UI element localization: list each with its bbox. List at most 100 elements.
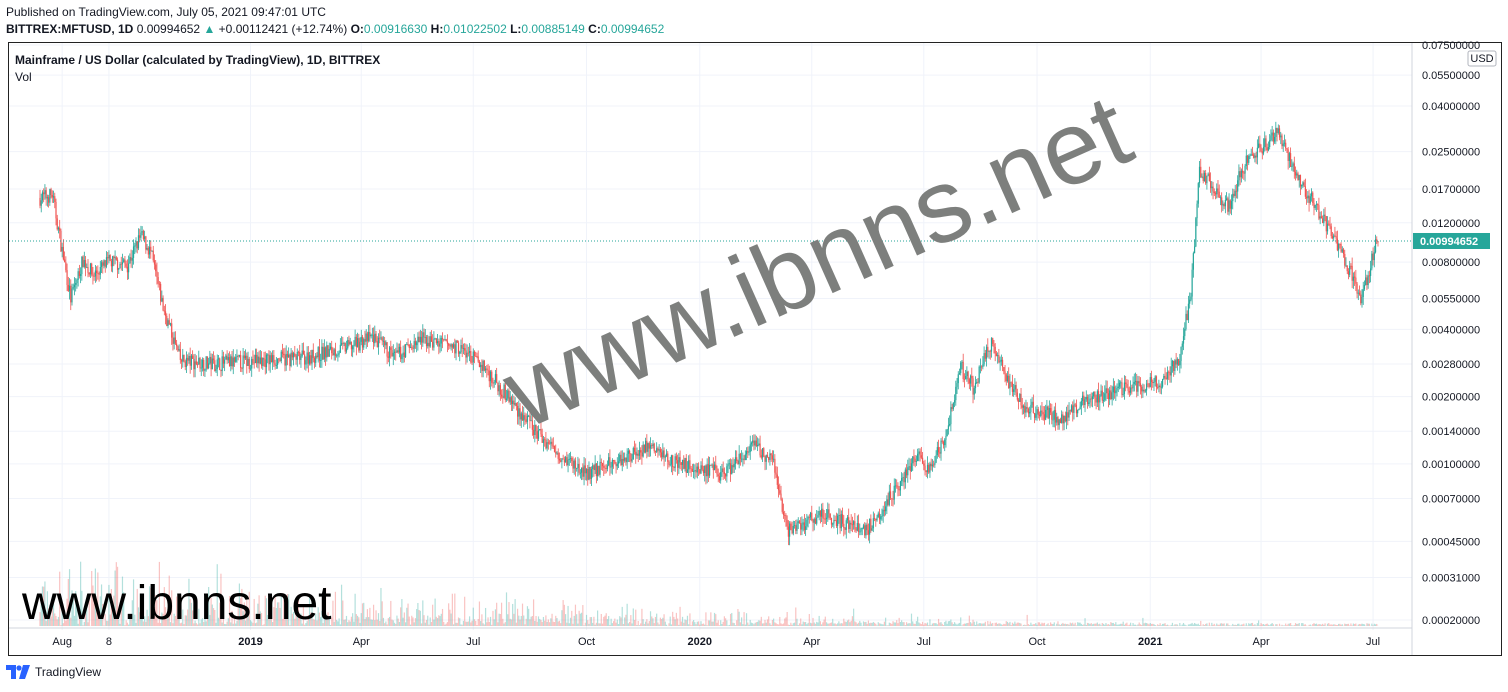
volume-bar <box>577 623 579 626</box>
candle-body <box>350 341 353 350</box>
volume-bar <box>345 615 348 626</box>
volume-bar <box>1225 623 1228 626</box>
volume-bar <box>62 623 64 626</box>
candle-body <box>673 467 675 468</box>
candle-body <box>647 443 649 452</box>
high-label: H: <box>430 22 444 36</box>
candle-body <box>1255 155 1257 158</box>
candle-body <box>1347 271 1350 275</box>
volume-bar <box>557 621 559 626</box>
volume-bar <box>832 618 834 626</box>
candle-body <box>962 361 964 379</box>
footer[interactable]: TradingView <box>6 665 101 679</box>
candle-body <box>1166 371 1169 379</box>
volume-bar <box>891 623 893 626</box>
chart-frame <box>8 42 1502 656</box>
candle-body <box>131 257 133 261</box>
candle-body <box>653 443 655 452</box>
candle-body <box>891 498 893 500</box>
candle-body <box>144 236 146 239</box>
volume-bar <box>1283 625 1286 626</box>
candle-body <box>163 310 165 312</box>
volume-bar <box>376 619 378 626</box>
volume-bar <box>174 615 177 626</box>
time-tick-label: Apr <box>1253 636 1270 648</box>
volume-bar <box>981 623 983 626</box>
volume-bar <box>955 623 957 626</box>
candle-body <box>81 256 83 275</box>
candle-body <box>720 472 722 481</box>
volume-bar <box>480 621 482 626</box>
candle-body <box>473 351 476 356</box>
volume-bar <box>918 622 920 626</box>
candle-body <box>608 457 610 466</box>
candle-body <box>93 276 95 277</box>
volume-bar <box>1074 622 1076 626</box>
candle-body <box>1049 408 1052 413</box>
volume-bar <box>436 618 439 626</box>
volume-bar <box>821 624 823 626</box>
candle-body <box>734 457 737 464</box>
volume-bar <box>630 615 632 626</box>
volume-bar <box>1143 623 1145 626</box>
volume-bar <box>208 586 210 626</box>
candle-body <box>358 338 360 351</box>
time-tick-label: Jul <box>1366 636 1380 648</box>
volume-bar <box>867 620 870 626</box>
candle-body <box>1214 193 1217 195</box>
last-price-tag-label: 0.00994652 <box>1420 236 1478 248</box>
candle-body <box>1095 397 1097 403</box>
candle-body <box>265 354 268 368</box>
volume-bar <box>1058 624 1060 626</box>
volume-bar <box>273 607 275 626</box>
candle-body <box>1361 297 1363 304</box>
candle-body <box>199 357 201 369</box>
volume-bar <box>674 619 676 626</box>
candle-body <box>641 452 643 457</box>
candle-body <box>737 460 739 465</box>
volume-bar <box>827 623 829 626</box>
volume-bar <box>1330 624 1332 626</box>
volume-bar <box>1181 624 1183 626</box>
volume-bar <box>560 623 562 626</box>
candle-body <box>226 355 228 361</box>
candle-body <box>73 284 76 288</box>
candle-body <box>1259 143 1261 148</box>
volume-bar <box>384 623 386 626</box>
price-tick-label: 0.00280000 <box>1422 359 1480 371</box>
candle-body <box>587 468 589 480</box>
volume-bar <box>912 621 914 626</box>
volume-bar <box>961 625 963 626</box>
candle-body <box>617 461 620 464</box>
volume-bar <box>1013 623 1015 626</box>
candle-body <box>588 467 590 480</box>
candle-body <box>553 445 556 452</box>
volume-bar <box>444 624 446 626</box>
volume-bar <box>108 584 110 626</box>
candle-body <box>1373 252 1375 261</box>
price-tick-label: 0.00100000 <box>1422 459 1480 471</box>
candle-body <box>904 469 906 483</box>
volume-bar <box>505 592 508 626</box>
volume-bar <box>1062 622 1064 626</box>
candle-body <box>390 347 392 351</box>
volume-bar <box>716 622 718 626</box>
volume-bar <box>744 624 746 626</box>
volume-bar <box>926 622 929 626</box>
volume-bar <box>231 610 233 626</box>
candle-body <box>561 458 563 462</box>
candle-body <box>1282 143 1284 147</box>
candle-body <box>1274 136 1276 142</box>
candle-body <box>774 458 776 473</box>
volume-bar <box>416 609 418 626</box>
volume-bar <box>396 615 398 626</box>
volume-bar <box>395 623 397 626</box>
volume-bar <box>162 613 164 626</box>
candle-body <box>1342 249 1345 254</box>
volume-bar <box>381 601 383 626</box>
candle-body <box>128 263 130 273</box>
volume-bar <box>329 624 332 626</box>
candle-body <box>688 460 690 470</box>
candle-body <box>1009 382 1011 389</box>
